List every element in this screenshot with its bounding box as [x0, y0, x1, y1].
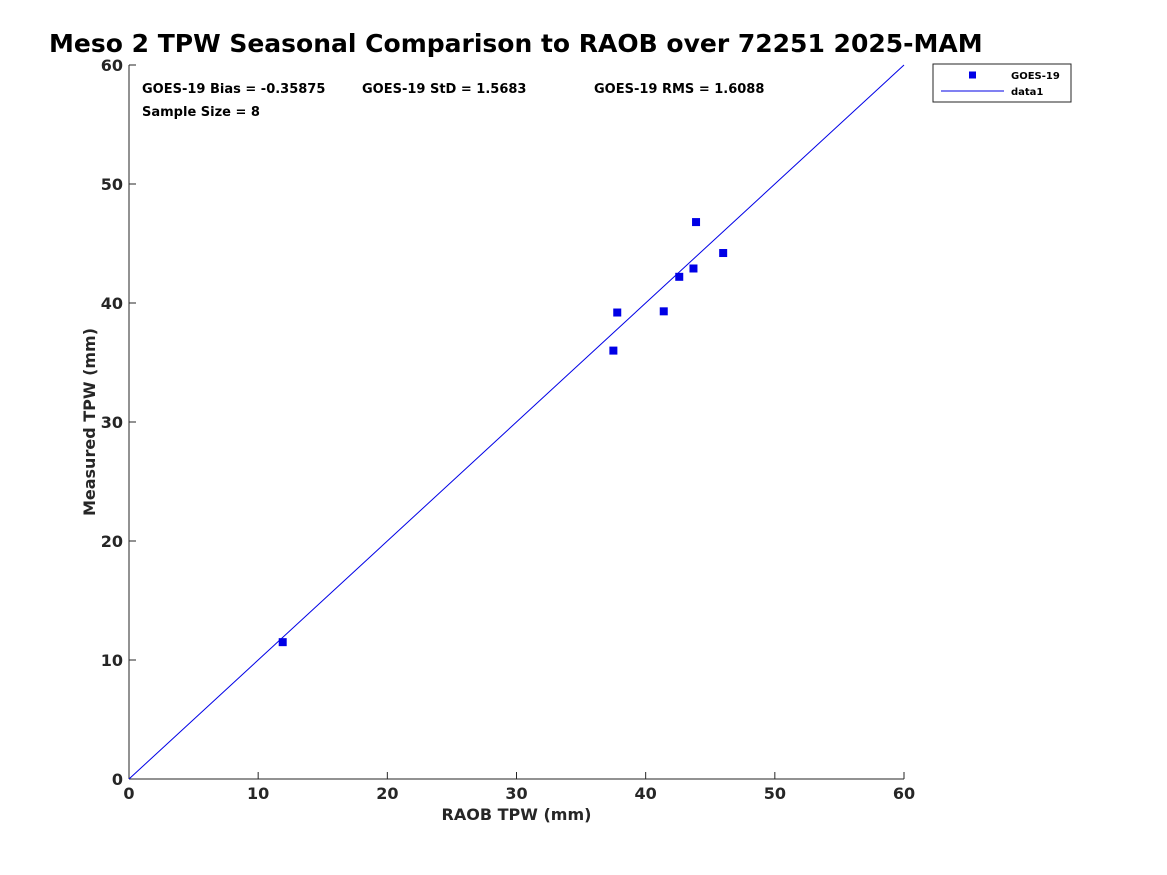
plot-area: 0 10 20 30 40 50 60 0 10 20 30 40 50 60 — [101, 56, 915, 803]
y-axis-label: Measured TPW (mm) — [80, 328, 99, 516]
x-tick-label: 10 — [247, 784, 269, 803]
y-tick-label: 10 — [101, 651, 123, 670]
legend-label-goes19: GOES-19 — [1011, 71, 1060, 82]
bias-stat: GOES-19 Bias = -0.35875 — [142, 82, 325, 97]
y-tick-label: 50 — [101, 175, 123, 194]
data-point — [613, 308, 622, 317]
data-point — [675, 272, 684, 281]
x-tick-label: 20 — [376, 784, 398, 803]
one-to-one-line — [128, 64, 905, 780]
sample-size-stat: Sample Size = 8 — [142, 105, 260, 120]
legend-marker-square — [969, 71, 976, 79]
data-point — [659, 307, 668, 316]
chart-title: Meso 2 TPW Seasonal Comparison to RAOB o… — [49, 29, 983, 58]
legend: GOES-19 data1 — [932, 63, 1072, 103]
data-point — [278, 638, 287, 647]
legend-label-data1: data1 — [1011, 87, 1043, 98]
x-tick-label: 0 — [123, 784, 134, 803]
y-axis-ticks: 0 10 20 30 40 50 60 — [101, 56, 136, 789]
data-point — [609, 346, 618, 355]
x-axis-ticks: 0 10 20 30 40 50 60 — [123, 772, 915, 803]
data-point — [719, 249, 728, 258]
data-point — [692, 218, 701, 227]
data-point — [689, 264, 698, 273]
rms-stat: GOES-19 RMS = 1.6088 — [594, 82, 764, 97]
x-tick-label: 50 — [764, 784, 786, 803]
y-tick-label: 40 — [101, 294, 123, 313]
x-axis-label: RAOB TPW (mm) — [442, 805, 592, 824]
x-tick-label: 30 — [505, 784, 527, 803]
x-tick-label: 40 — [635, 784, 657, 803]
one-to-one-line-series — [128, 64, 905, 780]
y-tick-label: 60 — [101, 56, 123, 75]
legend-box — [932, 63, 1072, 103]
goes19-points-series — [278, 218, 728, 647]
y-tick-label: 30 — [101, 413, 123, 432]
y-tick-label: 20 — [101, 532, 123, 551]
x-tick-label: 60 — [893, 784, 915, 803]
y-tick-label: 0 — [112, 770, 123, 789]
std-stat: GOES-19 StD = 1.5683 — [362, 82, 526, 97]
